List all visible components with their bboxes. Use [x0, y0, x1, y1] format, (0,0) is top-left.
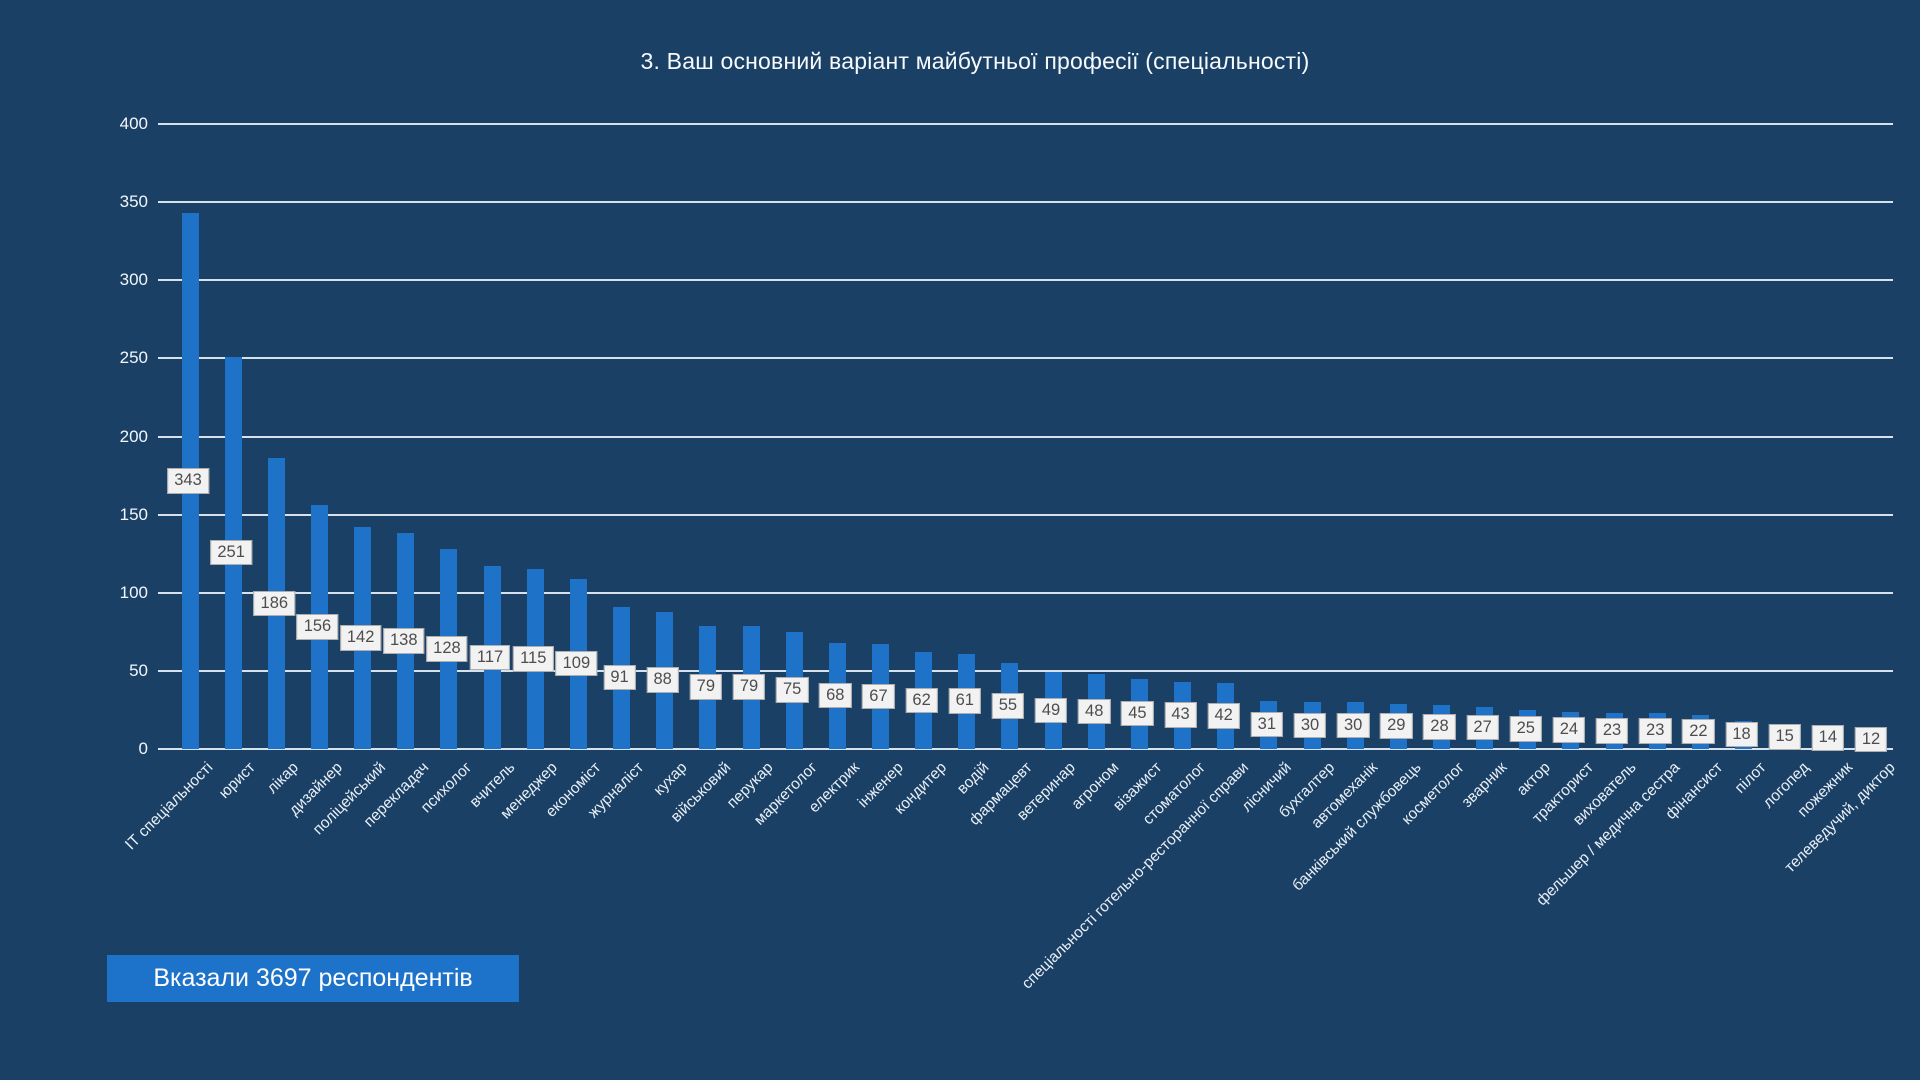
bar-value-label: 117 — [469, 644, 511, 671]
gridline — [158, 435, 1893, 438]
y-axis-tick-label: 50 — [129, 660, 148, 680]
bar-value-label: 29 — [1380, 713, 1413, 739]
bar-value-label: 15 — [1768, 724, 1801, 750]
bar-value-label: 128 — [426, 636, 468, 662]
gridline — [158, 669, 1893, 672]
bar-value-label: 88 — [646, 667, 679, 693]
y-axis-tick-label: 0 — [138, 739, 148, 758]
bar-value-label: 75 — [775, 677, 809, 703]
gridline — [158, 513, 1893, 516]
bar-value-label: 22 — [1682, 718, 1715, 745]
bar-value-label: 28 — [1423, 714, 1456, 740]
y-axis-tick-label: 150 — [119, 504, 148, 524]
bar-value-label: 251 — [210, 539, 252, 566]
bar-value-label: 156 — [296, 614, 339, 640]
y-axis-tick-label: 200 — [119, 426, 148, 446]
bar-value-label: 55 — [991, 693, 1025, 719]
bar-value-label: 45 — [1121, 700, 1154, 727]
bar-value-label: 142 — [339, 625, 382, 651]
bar-value-label: 30 — [1293, 712, 1327, 739]
x-axis-line — [158, 748, 1893, 750]
bar-value-label: 67 — [862, 683, 895, 710]
bar-value-label: 79 — [689, 674, 723, 700]
x-axis-category-label: кухар — [650, 759, 691, 799]
y-axis-tick-label: 400 — [119, 114, 148, 133]
bar-value-label: 23 — [1639, 718, 1672, 744]
bar-value-label: 23 — [1595, 718, 1629, 744]
x-axis-category-label: ІТ спеціальності — [121, 759, 217, 854]
bar-value-label: 43 — [1164, 702, 1197, 728]
y-axis-tick-label: 350 — [119, 192, 148, 212]
y-axis-tick-label: 300 — [119, 270, 148, 290]
y-axis-tick-label: 250 — [119, 348, 148, 368]
x-axis-category-label: актор — [1513, 759, 1554, 800]
x-axis-category-label: юрист — [216, 759, 260, 802]
bar-value-label: 91 — [603, 664, 636, 691]
gridline — [158, 123, 1893, 125]
bar-value-label: 12 — [1854, 726, 1888, 753]
y-axis-tick-label: 100 — [119, 582, 148, 602]
bar-value-label: 14 — [1811, 725, 1845, 751]
bar-value-label: 138 — [383, 628, 425, 654]
bar-value-label: 68 — [819, 682, 852, 709]
bar-value-label: 24 — [1552, 717, 1586, 743]
bar-value-label: 27 — [1466, 714, 1499, 741]
bar-value-label: 62 — [905, 687, 938, 714]
bar-value-label: 30 — [1336, 712, 1370, 739]
bar-value-label: 109 — [555, 650, 598, 677]
bar-value-label: 343 — [167, 468, 209, 494]
gridline — [158, 201, 1893, 204]
gridline — [158, 357, 1893, 360]
bar-value-label: 61 — [948, 688, 981, 714]
bar-value-label: 31 — [1250, 711, 1284, 738]
bar-value-label: 42 — [1207, 703, 1240, 729]
bar-value-label: 49 — [1034, 697, 1068, 724]
bar-value-label: 25 — [1509, 716, 1542, 742]
bar-value-label: 18 — [1725, 721, 1758, 748]
x-axis-category-label: зварник — [1458, 759, 1511, 811]
bar-value-label: 186 — [253, 590, 296, 617]
gridline — [158, 591, 1893, 594]
bar-value-label: 115 — [513, 646, 554, 672]
chart-title: 3. Ваш основний варіант майбутньої профе… — [640, 48, 1310, 74]
x-axis-category-label: лікар — [264, 759, 303, 798]
bar-value-label: 48 — [1078, 698, 1111, 724]
x-axis-category-label: водій — [954, 759, 993, 798]
respondents-count-badge: Вказали 3697 респондентів — [107, 955, 519, 1002]
gridline — [158, 279, 1893, 282]
bar-value-label: 79 — [732, 674, 766, 700]
x-axis-category-label: пілот — [1731, 759, 1770, 797]
